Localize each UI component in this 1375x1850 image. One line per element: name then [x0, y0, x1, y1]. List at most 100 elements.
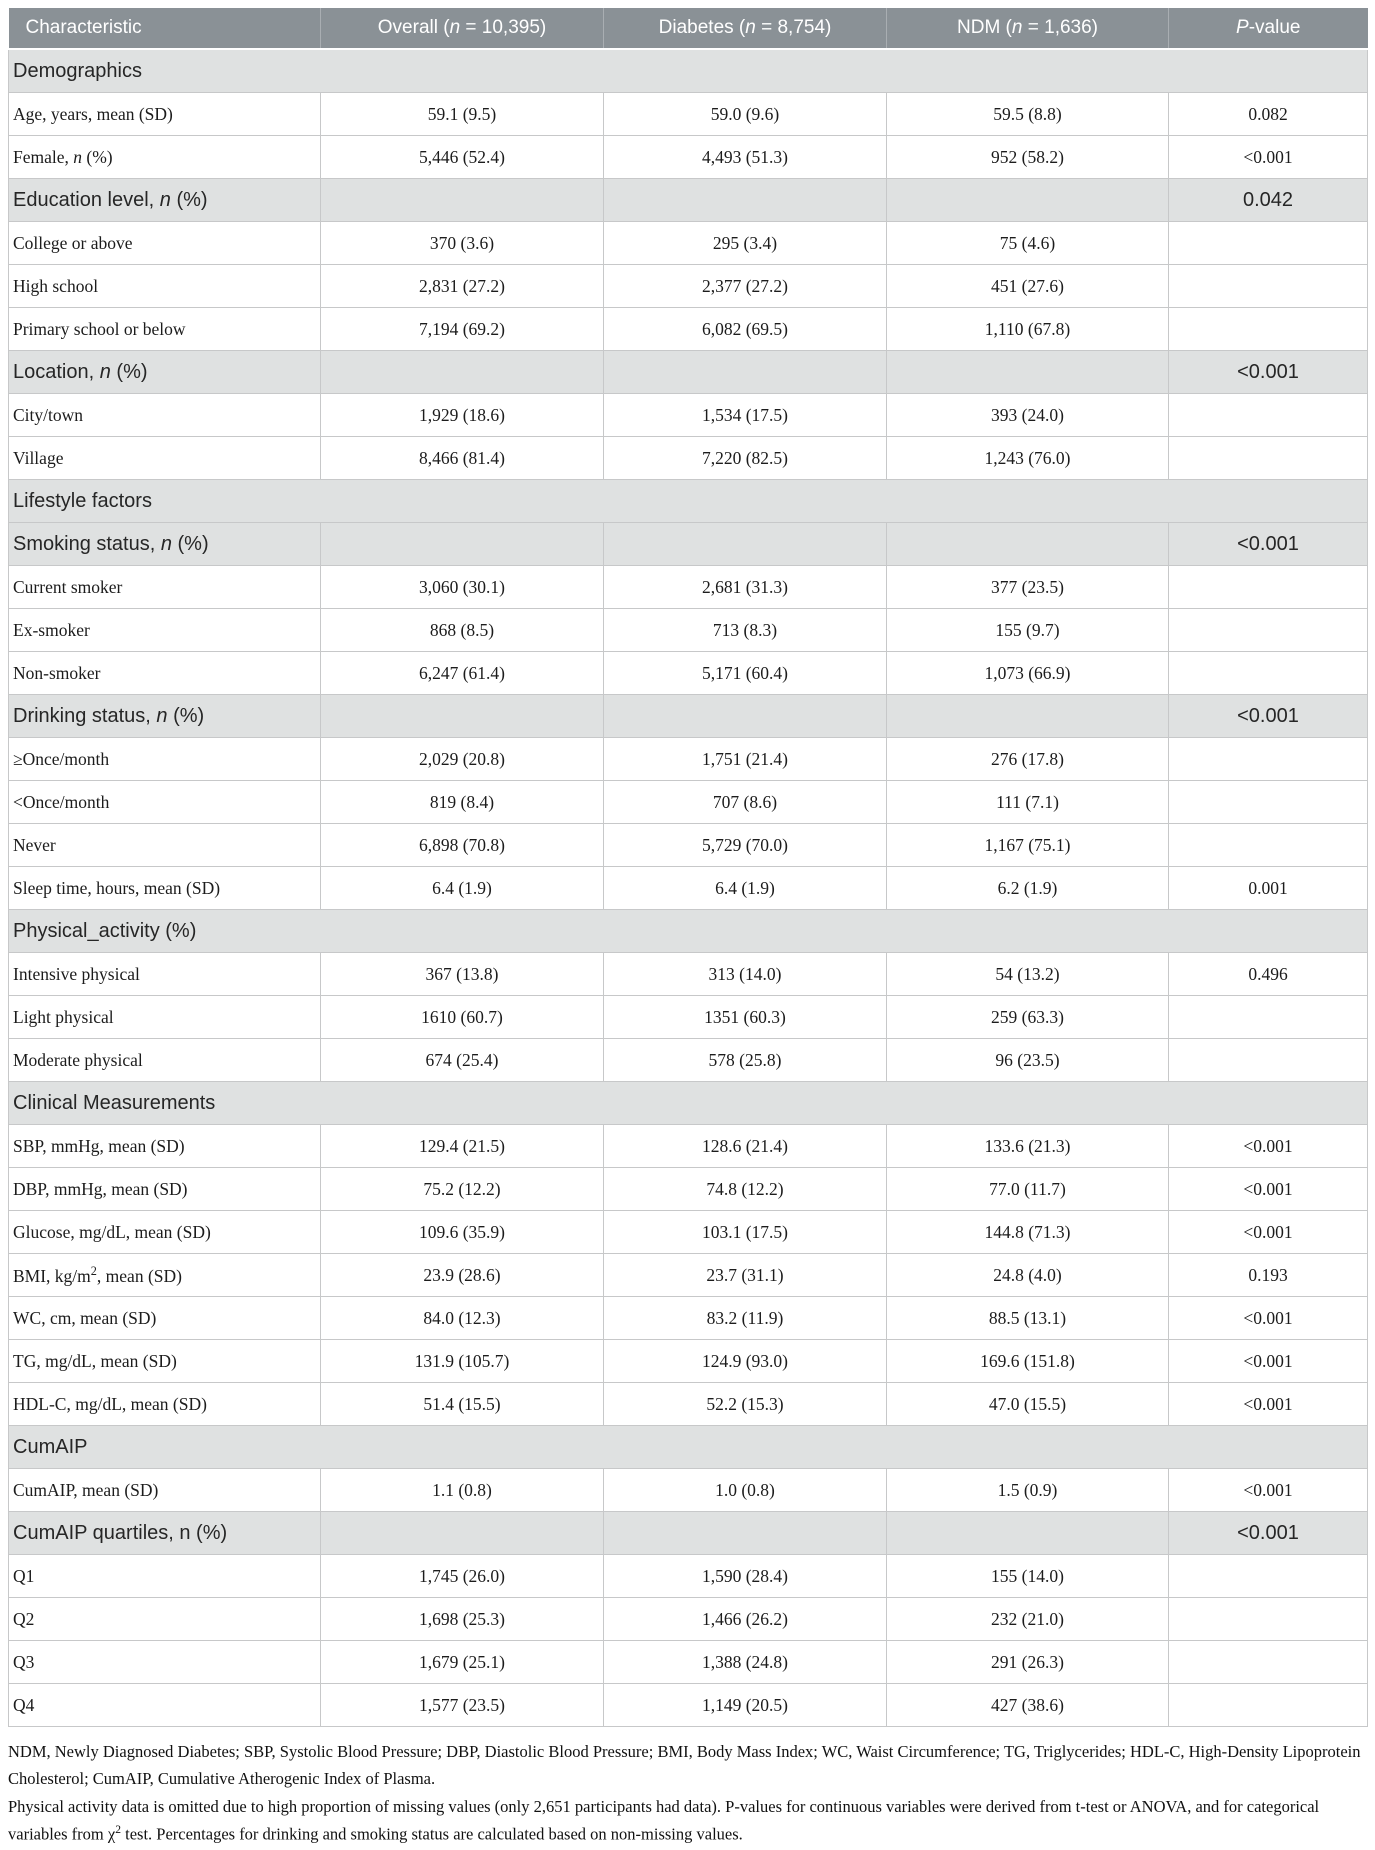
- section-row: Clinical Measurements: [8, 1081, 1368, 1125]
- overall-cell: 6,898 (70.8): [320, 823, 604, 867]
- diabetes-cell: 59.0 (9.6): [603, 92, 887, 136]
- diabetes-cell: 103.1 (17.5): [603, 1210, 887, 1254]
- ndm-cell: 952 (58.2): [886, 135, 1169, 179]
- diabetes-cell: 83.2 (11.9): [603, 1296, 887, 1340]
- row-label-cell: SBP, mmHg, mean (SD): [8, 1124, 321, 1168]
- data-row: Q1 1,745 (26.0) 1,590 (28.4) 155 (14.0): [8, 1554, 1368, 1598]
- overall-cell: 51.4 (15.5): [320, 1382, 604, 1426]
- pvalue-cell: [1168, 1038, 1368, 1082]
- overall-cell: 370 (3.6): [320, 221, 604, 265]
- pvalue-cell: <0.001: [1168, 1468, 1368, 1512]
- table-header-row: Characteristic Overall (n = 10,395) Diabet…: [8, 8, 1368, 50]
- overall-cell: 84.0 (12.3): [320, 1296, 604, 1340]
- overall-cell: 75.2 (12.2): [320, 1167, 604, 1211]
- ndm-cell: 427 (38.6): [886, 1683, 1169, 1727]
- pvalue-cell: [1168, 1597, 1368, 1641]
- section-empty-cell: [320, 694, 604, 738]
- overall-cell: 5,446 (52.4): [320, 135, 604, 179]
- row-label-cell: Female, n (%): [8, 135, 321, 179]
- overall-cell: 1,679 (25.1): [320, 1640, 604, 1684]
- section-empty-cell: [886, 522, 1169, 566]
- data-row: Q3 1,679 (25.1) 1,388 (24.8) 291 (26.3): [8, 1640, 1368, 1684]
- section-empty-cell: [603, 350, 887, 394]
- overall-cell: 2,831 (27.2): [320, 264, 604, 308]
- pvalue-cell: 0.001: [1168, 866, 1368, 910]
- ndm-cell: 276 (17.8): [886, 737, 1169, 781]
- section-row: Location, n (%) <0.001: [8, 350, 1368, 394]
- section-label: CumAIP: [8, 1425, 1368, 1469]
- diabetes-cell: 1351 (60.3): [603, 995, 887, 1039]
- column-header-ndm: NDM (n = 1,636): [886, 8, 1169, 50]
- ndm-cell: 259 (63.3): [886, 995, 1169, 1039]
- data-row: Age, years, mean (SD) 59.1 (9.5) 59.0 (9.6…: [8, 92, 1368, 136]
- data-row: High school 2,831 (27.2) 2,377 (27.2) 451 (…: [8, 264, 1368, 308]
- data-row: SBP, mmHg, mean (SD) 129.4 (21.5) 128.6 (2…: [8, 1124, 1368, 1168]
- diabetes-cell: 5,171 (60.4): [603, 651, 887, 695]
- row-label-cell: Village: [8, 436, 321, 480]
- data-row: Light physical 1610 (60.7) 1351 (60.3) 259 …: [8, 995, 1368, 1039]
- diabetes-cell: 313 (14.0): [603, 952, 887, 996]
- section-empty-cell: [320, 178, 604, 222]
- overall-cell: 1,577 (23.5): [320, 1683, 604, 1727]
- ndm-cell: 155 (14.0): [886, 1554, 1169, 1598]
- data-row: College or above 370 (3.6) 295 (3.4) 75 (4.…: [8, 221, 1368, 265]
- row-label-cell: Q4: [8, 1683, 321, 1727]
- diabetes-cell: 128.6 (21.4): [603, 1124, 887, 1168]
- pvalue-cell: <0.001: [1168, 694, 1368, 738]
- pvalue-cell: [1168, 1640, 1368, 1684]
- ndm-cell: 47.0 (15.5): [886, 1382, 1169, 1426]
- ndm-cell: 77.0 (11.7): [886, 1167, 1169, 1211]
- overall-cell: 868 (8.5): [320, 608, 604, 652]
- table-footnotes: NDM, Newly Diagnosed Diabetes; SBP, Syst…: [8, 1739, 1367, 1848]
- row-label-cell: College or above: [8, 221, 321, 265]
- ndm-cell: 144.8 (71.3): [886, 1210, 1169, 1254]
- ndm-cell: 232 (21.0): [886, 1597, 1169, 1641]
- diabetes-cell: 6,082 (69.5): [603, 307, 887, 351]
- ndm-cell: 6.2 (1.9): [886, 866, 1169, 910]
- section-empty-cell: [886, 694, 1169, 738]
- pvalue-cell: <0.001: [1168, 1210, 1368, 1254]
- pvalue-cell: 0.042: [1168, 178, 1368, 222]
- section-label: Clinical Measurements: [8, 1081, 1368, 1125]
- diabetes-cell: 23.7 (31.1): [603, 1253, 887, 1297]
- pvalue-cell: [1168, 1683, 1368, 1727]
- data-row: Female, n (%) 5,446 (52.4) 4,493 (51.3) 952…: [8, 135, 1368, 179]
- data-row: Never 6,898 (70.8) 5,729 (70.0) 1,167 (75.1…: [8, 823, 1368, 867]
- section-empty-cell: [886, 350, 1169, 394]
- ndm-cell: 1,110 (67.8): [886, 307, 1169, 351]
- section-empty-cell: [886, 178, 1169, 222]
- column-header-characteristic: Characteristic: [8, 8, 321, 50]
- pvalue-cell: <0.001: [1168, 1339, 1368, 1383]
- section-row: Lifestyle factors: [8, 479, 1368, 523]
- section-row: CumAIP quartiles, n (%) <0.001: [8, 1511, 1368, 1555]
- data-row: Village 8,466 (81.4) 7,220 (82.5) 1,243 (76…: [8, 436, 1368, 480]
- row-label-cell: Sleep time, hours, mean (SD): [8, 866, 321, 910]
- row-label-cell: Q2: [8, 1597, 321, 1641]
- data-row: TG, mg/dL, mean (SD) 131.9 (105.7) 124.9 (…: [8, 1339, 1368, 1383]
- section-row: Physical_activity (%): [8, 909, 1368, 953]
- pvalue-cell: <0.001: [1168, 1167, 1368, 1211]
- data-row: <Once/month 819 (8.4) 707 (8.6) 111 (7.1): [8, 780, 1368, 824]
- section-label: Physical_activity (%): [8, 909, 1368, 953]
- data-row: Glucose, mg/dL, mean (SD) 109.6 (35.9) 103…: [8, 1210, 1368, 1254]
- diabetes-cell: 1,466 (26.2): [603, 1597, 887, 1641]
- footnote-text: NDM, Newly Diagnosed Diabetes; SBP, Syst…: [8, 1742, 1361, 1788]
- pvalue-cell: [1168, 608, 1368, 652]
- ndm-cell: 133.6 (21.3): [886, 1124, 1169, 1168]
- section-empty-cell: [320, 1511, 604, 1555]
- ndm-cell: 169.6 (151.8): [886, 1339, 1169, 1383]
- section-empty-cell: [603, 694, 887, 738]
- row-label-cell: <Once/month: [8, 780, 321, 824]
- section-empty-cell: [320, 350, 604, 394]
- pvalue-cell: [1168, 737, 1368, 781]
- ndm-cell: 24.8 (4.0): [886, 1253, 1169, 1297]
- overall-cell: 2,029 (20.8): [320, 737, 604, 781]
- overall-cell: 109.6 (35.9): [320, 1210, 604, 1254]
- footnote-text: Physical activity data is omitted due to…: [8, 1797, 1320, 1844]
- diabetes-cell: 2,681 (31.3): [603, 565, 887, 609]
- data-row: ≥Once/month 2,029 (20.8) 1,751 (21.4) 276 (…: [8, 737, 1368, 781]
- overall-cell: 1,698 (25.3): [320, 1597, 604, 1641]
- data-row: CumAIP, mean (SD) 1.1 (0.8) 1.0 (0.8) 1.5 (…: [8, 1468, 1368, 1512]
- section-label: Location, n (%): [8, 350, 321, 394]
- overall-cell: 59.1 (9.5): [320, 92, 604, 136]
